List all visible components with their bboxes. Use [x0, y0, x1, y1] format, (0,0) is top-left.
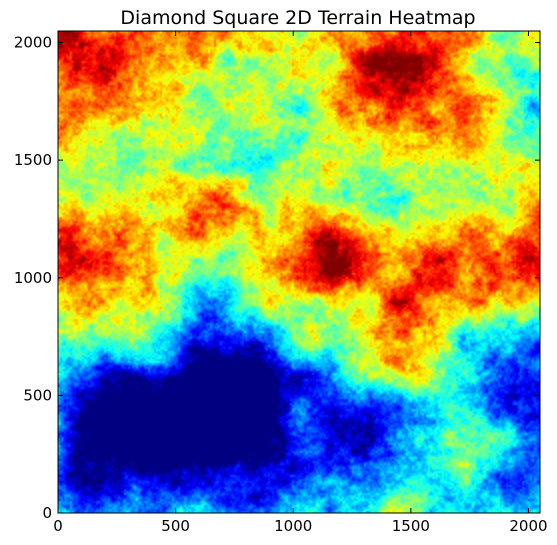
chart-title: Diamond Square 2D Terrain Heatmap	[120, 7, 475, 29]
x-tick-label: 500	[161, 517, 190, 535]
axis-ticks: 0 500 1000 1500 2000 0 500 1000 1500 2000	[14, 31, 548, 535]
x-tick-label: 0	[53, 517, 63, 535]
y-tick-label: 0	[42, 504, 52, 522]
x-tick-label: 1000	[274, 517, 312, 535]
plot-frame	[57, 30, 541, 514]
y-tick-label: 2000	[14, 34, 52, 52]
x-tick-label: 2000	[509, 517, 547, 535]
y-tick-label: 1500	[14, 151, 52, 169]
y-tick-label: 500	[23, 386, 52, 404]
x-tick-label: 1500	[392, 517, 430, 535]
y-tick-label: 1000	[14, 269, 52, 287]
heatmap-area	[58, 31, 540, 513]
